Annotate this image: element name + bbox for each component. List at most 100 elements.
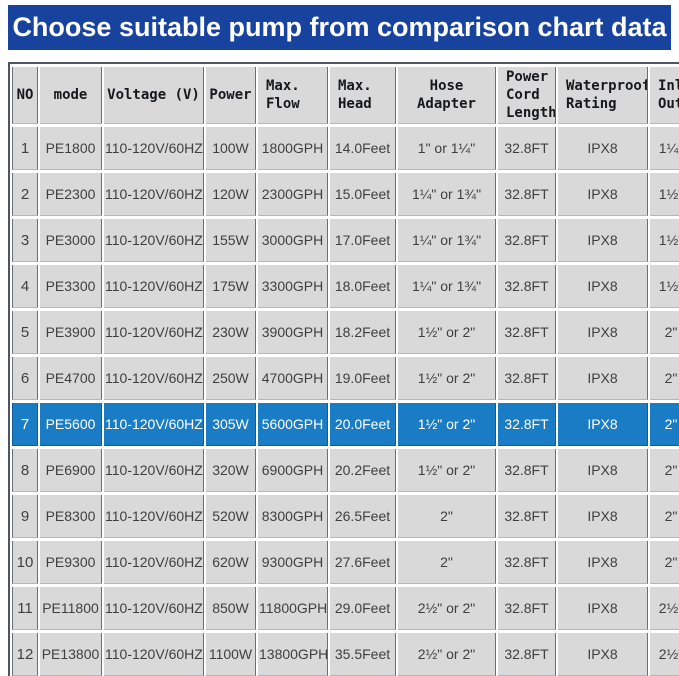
col-header-waterproof-rating: Waterproof Rating: [558, 67, 648, 124]
cell-mode: PE1800: [40, 127, 102, 170]
cell-max-head: 15.0Feet: [330, 173, 396, 216]
cell-no: 2: [12, 173, 38, 216]
table-row: 3 PE3000 110-120V/60HZ 155W 3000GPH 17.0Feet 1…: [12, 219, 679, 262]
cell-power: 520W: [206, 495, 256, 538]
cell-voltage: 110-120V/60HZ: [104, 127, 204, 170]
pump-comparison-table: NO mode Voltage (V) Power Max. Flow Max.…: [8, 62, 679, 676]
cell-max-flow: 3000GPH: [258, 219, 328, 262]
cell-mode: PE2300: [40, 173, 102, 216]
table-row: 5 PE3900 110-120V/60HZ 230W 3900GPH 18.2Feet 1…: [12, 311, 679, 354]
cell-waterproof-rating: IPX8: [558, 173, 648, 216]
cell-power: 850W: [206, 587, 256, 630]
table-row: 8 PE6900 110-120V/60HZ 320W 6900GPH 20.2Feet 1…: [12, 449, 679, 492]
table-row: 10 PE9300 110-120V/60HZ 620W 9300GPH 27.6Feet…: [12, 541, 679, 584]
col-header-hose-adapter: Hose Adapter: [398, 67, 496, 124]
table-row: 1 PE1800 110-120V/60HZ 100W 1800GPH 14.0Feet 1…: [12, 127, 679, 170]
cell-hose-adapter: 1¼" or 1¾": [398, 265, 496, 308]
cell-inlet-outlet: 2": [650, 357, 679, 400]
cell-max-flow: 3900GPH: [258, 311, 328, 354]
cell-voltage: 110-120V/60HZ: [104, 311, 204, 354]
cell-max-head: 29.0Feet: [330, 587, 396, 630]
cell-waterproof-rating: IPX8: [558, 541, 648, 584]
cell-voltage: 110-120V/60HZ: [104, 403, 204, 446]
cell-waterproof-rating: IPX8: [558, 311, 648, 354]
cell-hose-adapter: 1¼" or 1¾": [398, 173, 496, 216]
table-row: 2 PE2300 110-120V/60HZ 120W 2300GPH 15.0Feet 1…: [12, 173, 679, 216]
col-header-max-flow: Max. Flow: [258, 67, 328, 124]
cell-waterproof-rating: IPX8: [558, 219, 648, 262]
cell-inlet-outlet: 1½": [650, 265, 679, 308]
cell-mode: PE3300: [40, 265, 102, 308]
cell-max-flow: 2300GPH: [258, 173, 328, 216]
cell-waterproof-rating: IPX8: [558, 587, 648, 630]
cell-mode: PE3000: [40, 219, 102, 262]
cell-inlet-outlet: 1¼": [650, 127, 679, 170]
cell-inlet-outlet: 2": [650, 403, 679, 446]
cell-hose-adapter: 2": [398, 541, 496, 584]
cell-max-flow: 8300GPH: [258, 495, 328, 538]
cell-hose-adapter: 2": [398, 495, 496, 538]
cell-voltage: 110-120V/60HZ: [104, 449, 204, 492]
cell-inlet-outlet: 1½": [650, 173, 679, 216]
cell-waterproof-rating: IPX8: [558, 403, 648, 446]
cell-power: 320W: [206, 449, 256, 492]
cell-voltage: 110-120V/60HZ: [104, 495, 204, 538]
cell-no: 12: [12, 633, 38, 676]
title-banner: Choose suitable pump from comparison cha…: [8, 5, 671, 50]
cell-max-flow: 1800GPH: [258, 127, 328, 170]
cell-max-head: 27.6Feet: [330, 541, 396, 584]
cell-max-head: 20.2Feet: [330, 449, 396, 492]
cell-power: 100W: [206, 127, 256, 170]
cell-cord-length: 32.8FT: [498, 541, 556, 584]
cell-hose-adapter: 2½" or 2": [398, 633, 496, 676]
cell-waterproof-rating: IPX8: [558, 127, 648, 170]
cell-mode: PE13800: [40, 633, 102, 676]
cell-power: 250W: [206, 357, 256, 400]
cell-hose-adapter: 1½" or 2": [398, 403, 496, 446]
col-header-power-cord-length: Power Cord Length: [498, 67, 556, 124]
cell-no: 5: [12, 311, 38, 354]
cell-cord-length: 32.8FT: [498, 403, 556, 446]
col-header-max-head: Max. Head: [330, 67, 396, 124]
cell-cord-length: 32.8FT: [498, 219, 556, 262]
cell-waterproof-rating: IPX8: [558, 265, 648, 308]
cell-inlet-outlet: 2": [650, 449, 679, 492]
cell-hose-adapter: 1½" or 2": [398, 311, 496, 354]
cell-inlet-outlet: 2": [650, 495, 679, 538]
cell-cord-length: 32.8FT: [498, 587, 556, 630]
cell-power: 305W: [206, 403, 256, 446]
cell-waterproof-rating: IPX8: [558, 449, 648, 492]
cell-max-head: 14.0Feet: [330, 127, 396, 170]
cell-mode: PE8300: [40, 495, 102, 538]
cell-no: 3: [12, 219, 38, 262]
cell-no: 1: [12, 127, 38, 170]
cell-mode: PE11800: [40, 587, 102, 630]
cell-no: 7: [12, 403, 38, 446]
cell-no: 10: [12, 541, 38, 584]
cell-cord-length: 32.8FT: [498, 173, 556, 216]
cell-power: 230W: [206, 311, 256, 354]
cell-max-flow: 13800GPH: [258, 633, 328, 676]
cell-cord-length: 32.8FT: [498, 633, 556, 676]
cell-cord-length: 32.8FT: [498, 449, 556, 492]
table-row: 4 PE3300 110-120V/60HZ 175W 3300GPH 18.0Feet 1…: [12, 265, 679, 308]
cell-voltage: 110-120V/60HZ: [104, 357, 204, 400]
cell-inlet-outlet: 2½": [650, 587, 679, 630]
cell-waterproof-rating: IPX8: [558, 495, 648, 538]
cell-voltage: 110-120V/60HZ: [104, 265, 204, 308]
cell-hose-adapter: 1¼" or 1¾": [398, 219, 496, 262]
page-title: Choose suitable pump from comparison cha…: [12, 12, 667, 42]
cell-max-head: 19.0Feet: [330, 357, 396, 400]
col-header-mode: mode: [40, 67, 102, 124]
col-header-power: Power: [206, 67, 256, 124]
cell-max-head: 35.5Feet: [330, 633, 396, 676]
cell-max-head: 18.0Feet: [330, 265, 396, 308]
cell-waterproof-rating: IPX8: [558, 357, 648, 400]
cell-max-flow: 3300GPH: [258, 265, 328, 308]
cell-cord-length: 32.8FT: [498, 311, 556, 354]
table-row: 9 PE8300 110-120V/60HZ 520W 8300GPH 26.5Feet 2…: [12, 495, 679, 538]
cell-max-head: 17.0Feet: [330, 219, 396, 262]
cell-voltage: 110-120V/60HZ: [104, 219, 204, 262]
cell-no: 4: [12, 265, 38, 308]
table-row: 12 PE13800 110-120V/60HZ 1100W 13800GPH 35.5F…: [12, 633, 679, 676]
